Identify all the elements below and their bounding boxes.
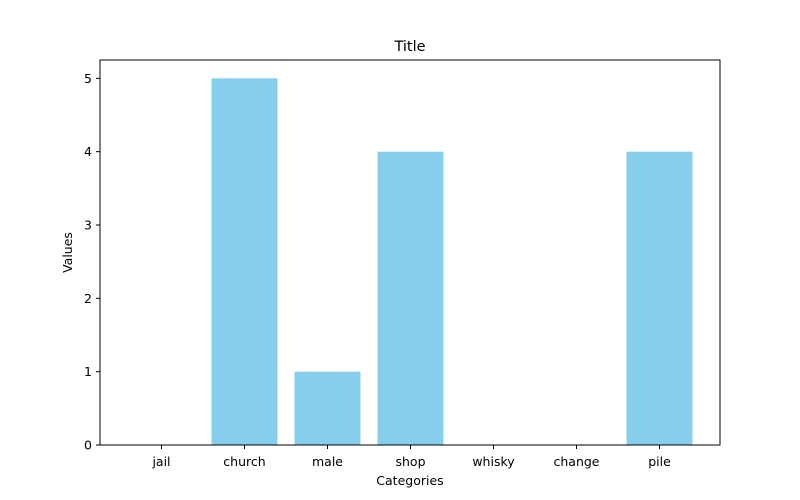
- x-tick-label: pile: [648, 454, 671, 469]
- chart-title: Title: [393, 39, 425, 55]
- y-tick-label: 5: [84, 71, 92, 86]
- y-tick-label: 4: [84, 144, 92, 159]
- x-axis-label: Categories: [376, 473, 443, 488]
- y-axis-label: Values: [60, 232, 75, 273]
- bar-church: [211, 78, 278, 446]
- x-tick-label: whisky: [472, 454, 515, 469]
- plot-frame: [99, 59, 721, 446]
- bar-shop: [377, 151, 444, 445]
- y-tick-label: 0: [84, 438, 92, 453]
- y-tick-label: 1: [84, 364, 92, 379]
- y-tick-label: 3: [84, 218, 92, 233]
- x-tick-label: church: [223, 454, 265, 469]
- x-tick-label: jail: [151, 454, 170, 469]
- bars-layer: [211, 78, 693, 446]
- x-tick-label: change: [553, 454, 599, 469]
- x-tick-label: male: [312, 454, 343, 469]
- y-tick-label: 2: [84, 291, 92, 306]
- x-tick-label: shop: [395, 454, 425, 469]
- x-axis-ticks: jail church male shop whisky change pile: [151, 445, 671, 469]
- bar-pile: [626, 151, 693, 445]
- bar-male: [294, 371, 361, 445]
- y-axis-ticks: 0 1 2 3 4 5: [84, 71, 100, 453]
